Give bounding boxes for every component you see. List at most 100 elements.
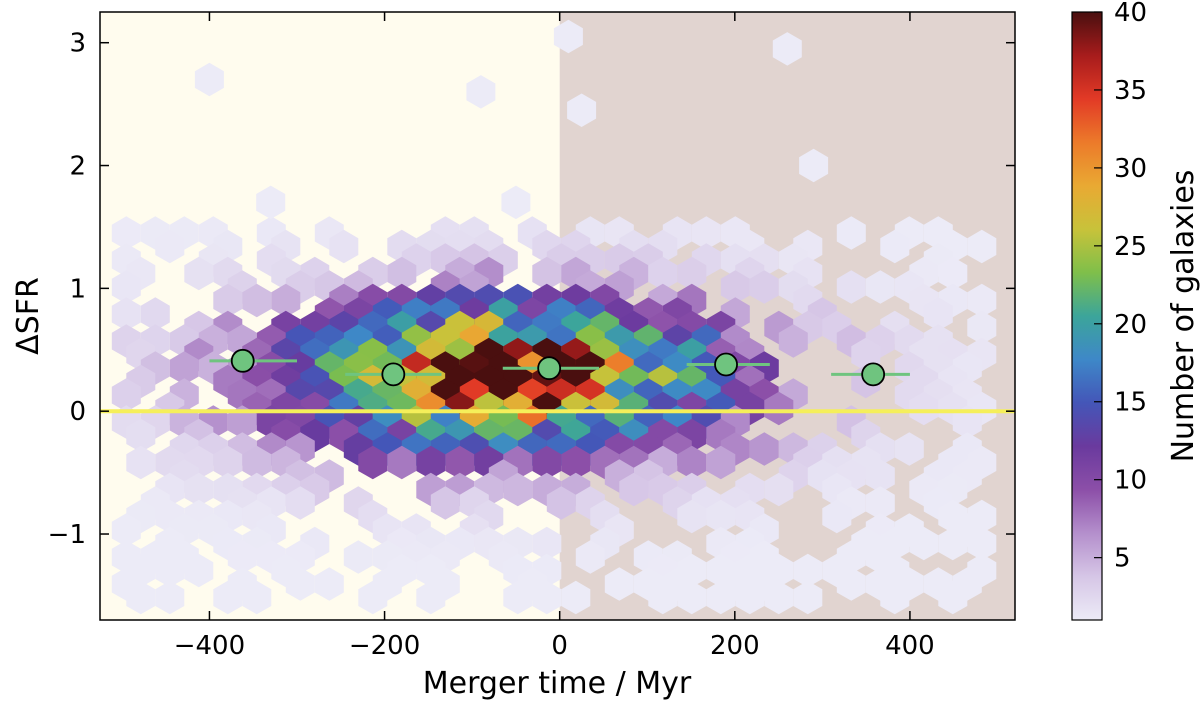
hexbin-cell <box>184 472 214 507</box>
hexbin-cell <box>445 445 475 480</box>
hexbin-cell <box>126 418 156 453</box>
x-axis-label: Merger time / Myr <box>423 666 692 701</box>
hexbin-cell <box>213 283 243 318</box>
y-axis-label: ΔSFR <box>11 277 46 355</box>
hexbin-cell <box>604 567 634 601</box>
y-tick-label: 1 <box>69 274 86 304</box>
hexbin-cell <box>865 486 895 520</box>
hexbin-cell <box>561 580 591 615</box>
hexbin-cell <box>126 580 156 615</box>
hexbin-cell <box>416 580 446 615</box>
hexbin-cell <box>227 540 257 574</box>
hexbin-cell <box>184 256 214 291</box>
hexbin-cell <box>416 445 446 480</box>
colorbar-tick-label: 35 <box>1114 76 1147 106</box>
hexbin-cell <box>880 229 910 264</box>
y-axis-ticks: −1 0 1 2 3 <box>48 29 1015 550</box>
hexbin-cell <box>169 351 199 385</box>
colorbar <box>1071 11 1103 621</box>
hexbin-cell <box>822 499 852 534</box>
hexbin-cell <box>749 432 779 466</box>
hexbin-cell <box>553 19 583 54</box>
hexbin-cell <box>567 93 597 127</box>
colorbar-ticks: 5 10 15 20 25 30 35 40 <box>1094 0 1147 574</box>
hexbin-cell <box>503 472 533 507</box>
y-tick-label: 3 <box>69 29 86 59</box>
hexbin-cell <box>314 567 344 601</box>
hexbin-cell <box>111 216 141 250</box>
hexbin-cell <box>836 270 866 304</box>
hexbin-cell <box>242 283 272 318</box>
hexbin-cell <box>677 445 707 480</box>
hexbin-cell <box>501 185 531 220</box>
hexbin-cell <box>430 486 460 520</box>
hexbin-cell <box>764 580 794 615</box>
x-tick-label: −400 <box>174 631 245 661</box>
hexbin-cell <box>532 580 562 615</box>
hexbin-cell <box>343 540 373 574</box>
x-axis-ticks: −400 −200 0 200 400 <box>174 12 935 661</box>
median-points <box>209 348 910 387</box>
hexbin-cell <box>227 405 257 439</box>
colorbar-tick-label: 5 <box>1114 544 1131 574</box>
y-tick-label: 2 <box>69 152 86 182</box>
y-tick-label: 0 <box>69 397 86 427</box>
hexbin-cell <box>764 472 794 507</box>
hexbin-cell <box>242 580 272 615</box>
hexbin-cell <box>764 391 794 426</box>
hexbin-cell <box>285 567 315 601</box>
hexbin-cell <box>749 270 779 304</box>
hexbin-cell <box>720 270 750 304</box>
hexbin-cell <box>772 32 802 66</box>
hexbin-cell <box>967 310 997 345</box>
hexbin-cell <box>938 526 968 561</box>
hexbin-cell <box>880 580 910 615</box>
hexbin-cell <box>648 256 678 291</box>
colorbar-tick-label: 15 <box>1114 388 1147 418</box>
hexbin-cell <box>546 486 576 520</box>
hexbin-cell <box>619 472 649 507</box>
hexbin-cell <box>503 580 533 615</box>
hexbin-cell <box>194 62 224 97</box>
hexbin-cell <box>836 567 866 601</box>
hexbin-cell <box>285 486 315 520</box>
hexbin-cells <box>111 19 997 615</box>
hexbin-cell <box>561 445 591 480</box>
hexbin-cell <box>111 378 141 412</box>
hexbin-cell <box>213 445 243 480</box>
hexbin-cell <box>938 256 968 291</box>
hexbin-cell <box>466 75 496 109</box>
colorbar-tick-label: 40 <box>1114 0 1147 28</box>
x-tick-label: 200 <box>710 631 760 661</box>
hexbin-cell <box>648 580 678 615</box>
hexbin-cell <box>865 459 895 493</box>
hexbin-cell <box>155 580 185 615</box>
hexbin-cell <box>952 405 982 439</box>
median-point <box>381 362 406 387</box>
hexbin-cell <box>242 445 272 480</box>
hexbin-cell <box>793 580 823 615</box>
hexbin-cell <box>271 283 301 318</box>
hexbin-cell <box>575 540 605 574</box>
median-point <box>230 348 255 373</box>
y-tick-label: −1 <box>48 520 86 550</box>
hexbin-cell <box>938 580 968 615</box>
hexbin-cell <box>706 580 736 615</box>
hexbin-cell <box>778 324 808 358</box>
hexbin-cell <box>111 297 141 331</box>
hexbin-cell <box>126 445 156 480</box>
hexbin-cell <box>387 445 417 480</box>
hexbin-cell <box>706 445 736 480</box>
hexbin-cell <box>358 445 388 480</box>
median-point <box>714 352 738 377</box>
hexbin-cell <box>256 185 286 220</box>
hexbin-cell <box>111 270 141 304</box>
hexbin-cell <box>735 580 765 615</box>
hexbin-cell <box>967 229 997 264</box>
hexbin-cell <box>532 256 562 291</box>
hexbin-cell <box>793 553 823 588</box>
hexbin-cell <box>677 499 707 534</box>
x-tick-label: 400 <box>885 631 935 661</box>
hexbin-cell <box>909 391 939 426</box>
